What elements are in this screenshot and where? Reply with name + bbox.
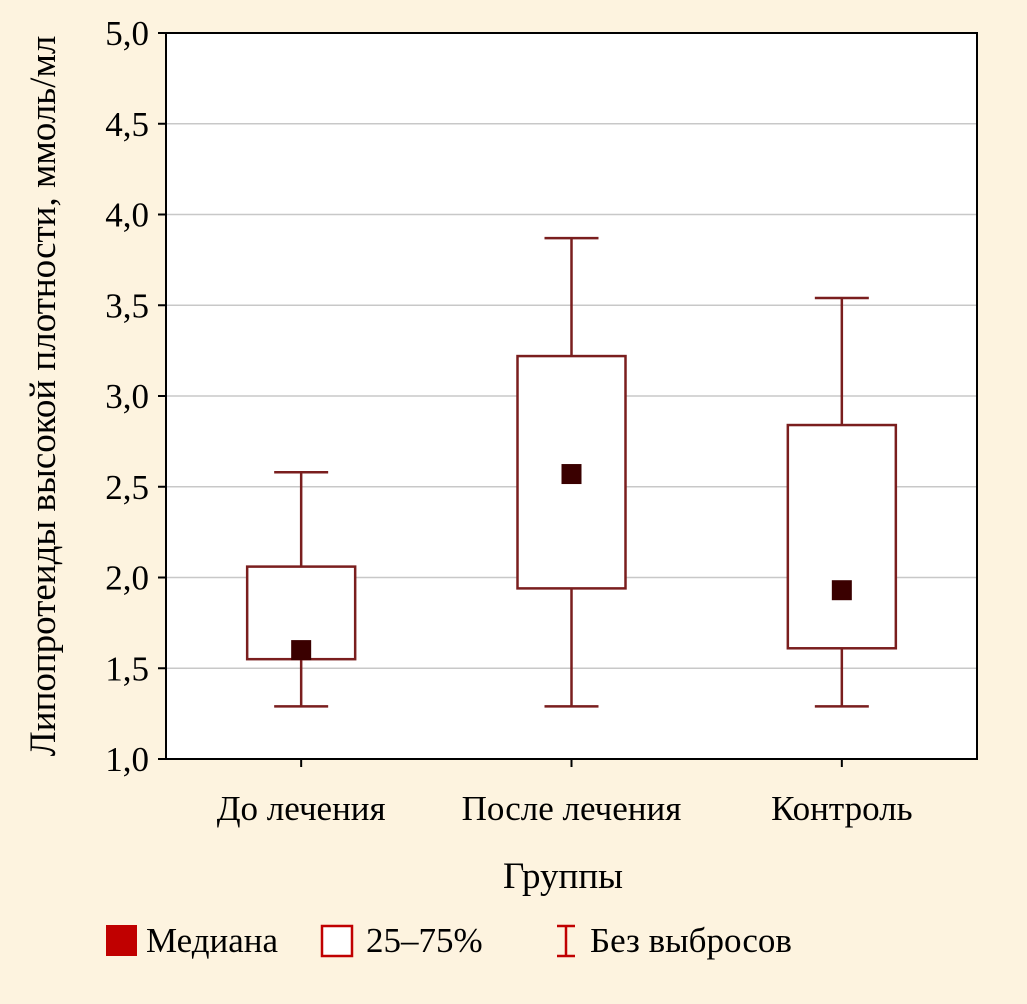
boxes: [245, 236, 898, 708]
y-tick-label: 3,5: [105, 286, 149, 325]
legend: Медиана 25–75% Без выбросов: [106, 921, 792, 960]
box-group: [245, 470, 357, 708]
legend-whisker-label: Без выбросов: [590, 921, 792, 960]
y-tick-label: 2,0: [105, 559, 149, 598]
y-axis-title: Липопротеиды высокой плотности, ммоль/мл: [23, 36, 64, 757]
legend-median-swatch: [106, 925, 137, 956]
y-tick-label: 4,5: [105, 105, 149, 144]
median-marker: [561, 464, 582, 485]
box-group: [786, 296, 898, 708]
iqr-box: [786, 423, 898, 650]
legend-box-label: 25–75%: [366, 921, 483, 960]
x-tick-label: После лечения: [462, 789, 682, 828]
y-tick-label: 4,0: [105, 196, 149, 235]
y-axis-ticks: 1,0 1,5 2,0 2,5 3,0 3,5 4,0 4,5 5,0: [105, 14, 166, 779]
y-tick-label: 2,5: [105, 468, 149, 507]
y-tick-label: 1,0: [105, 740, 149, 779]
x-tick-label: Контроль: [771, 789, 913, 828]
median-marker: [291, 640, 312, 661]
y-tick-label: 1,5: [105, 649, 149, 688]
x-axis-ticks: До лечения После лечения Контроль: [217, 759, 913, 828]
box-group: [516, 236, 627, 708]
x-tick-label: До лечения: [217, 789, 386, 828]
y-tick-label: 3,0: [105, 377, 149, 416]
legend-median-label: Медиана: [146, 921, 279, 960]
legend-box-swatch: [320, 924, 354, 958]
x-axis-title: Группы: [503, 856, 623, 897]
y-tick-label: 5,0: [105, 14, 149, 53]
median-marker: [831, 580, 852, 601]
legend-whisker-swatch: [557, 924, 575, 958]
